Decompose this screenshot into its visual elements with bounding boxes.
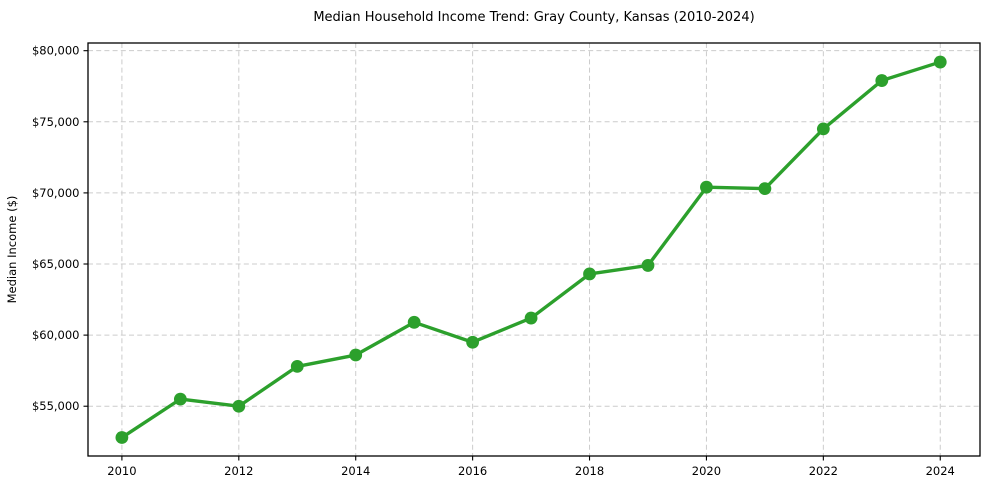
y-tick-label-60000: $60,000	[32, 328, 80, 342]
data-point-2017	[524, 311, 538, 325]
x-tick-label-2018: 2018	[575, 464, 604, 478]
x-tick-label-2024: 2024	[926, 464, 955, 478]
y-axis-label: Median Income ($)	[5, 196, 19, 304]
data-point-2023	[875, 74, 889, 87]
x-tick-label-2020: 2020	[692, 464, 721, 478]
x-tick-label-2016: 2016	[458, 464, 487, 478]
data-point-2015	[407, 315, 421, 329]
data-point-2018	[583, 267, 596, 281]
data-point-2011	[173, 392, 187, 406]
gridlines	[88, 43, 980, 456]
data-point-2016	[466, 335, 480, 349]
y-tick-label-70000: $70,000	[32, 186, 80, 200]
x-tick-label-2014: 2014	[341, 464, 370, 478]
data-point-2013	[290, 360, 304, 373]
y-tick-label-65000: $65,000	[32, 257, 80, 271]
x-tick-label-2012: 2012	[224, 464, 253, 478]
data-point-2019	[641, 259, 655, 272]
y-tick-label-80000: $80,000	[32, 44, 80, 58]
y-tick-label-75000: $75,000	[32, 115, 80, 129]
data-point-2014	[349, 348, 363, 362]
axis-ticks	[83, 50, 941, 461]
income-series	[115, 55, 947, 444]
x-tick-label-2010: 2010	[107, 464, 136, 478]
data-point-2024	[933, 55, 947, 69]
tick-labels: $55,000 $60,000 $65,000 $70,000 $75,000 $80,0…	[32, 44, 955, 478]
plot-frame	[87, 42, 981, 457]
data-point-2010	[115, 431, 129, 444]
income-trend-line	[120, 60, 942, 440]
data-point-2012	[232, 399, 246, 413]
data-point-2021	[758, 182, 772, 196]
y-tick-label-55000: $55,000	[32, 399, 80, 413]
data-point-2020	[700, 180, 713, 194]
data-point-2022	[816, 122, 830, 136]
chart-title: Median Household Income Trend: Gray Coun…	[313, 10, 754, 25]
x-tick-label-2022: 2022	[809, 464, 838, 478]
